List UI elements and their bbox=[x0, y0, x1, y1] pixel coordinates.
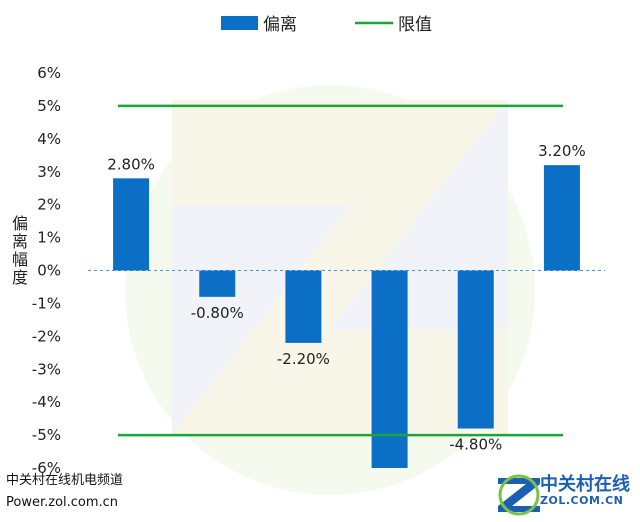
y-tick-label: -3% bbox=[32, 360, 61, 378]
bar bbox=[371, 270, 408, 468]
y-tick-label: 4% bbox=[37, 130, 61, 148]
watermark-right: 中关村在线 ZOL.COM.CN bbox=[496, 470, 630, 510]
bar bbox=[285, 270, 322, 343]
limit-lines-group bbox=[118, 104, 563, 437]
y-tick-label: -2% bbox=[32, 327, 61, 345]
y-tick-label: 5% bbox=[37, 97, 61, 115]
legend-line-label: 限值 bbox=[398, 15, 432, 35]
bar bbox=[543, 165, 580, 271]
y-axis-ticks: 6% 5% 4% 3% 2% 1% 0% -1% -2% -3% -4% -5% -6% bbox=[32, 64, 61, 477]
y-axis-label: 偏离幅度 bbox=[9, 215, 28, 287]
data-label: -2.20% bbox=[277, 350, 330, 368]
bar bbox=[113, 178, 150, 271]
data-labels-group: 2.80% -0.80% -2.20% -4.80% 3.20% bbox=[107, 142, 585, 453]
background-watermark bbox=[125, 85, 535, 495]
bar bbox=[457, 270, 494, 429]
y-tick-label: -6% bbox=[32, 459, 61, 477]
y-tick-label: 3% bbox=[37, 163, 61, 181]
watermark-left-line1: 中关村在线机电频道 bbox=[6, 473, 124, 488]
y-tick-label: -5% bbox=[32, 426, 61, 444]
bar bbox=[199, 270, 236, 297]
y-tick-label: 2% bbox=[37, 196, 61, 214]
data-label: -4.80% bbox=[449, 436, 502, 454]
bars-group bbox=[113, 165, 580, 468]
watermark-left: 中关村在线机电频道 Power.zol.com.cn bbox=[6, 470, 123, 514]
legend-bar-label: 偏离 bbox=[263, 15, 297, 35]
data-label: 2.80% bbox=[107, 155, 155, 173]
legend: 偏离 限值 bbox=[221, 15, 432, 35]
watermark-left-line2: Power.zol.com.cn bbox=[6, 495, 119, 510]
data-label: -0.80% bbox=[191, 304, 244, 322]
zol-logo-icon bbox=[498, 474, 540, 516]
y-tick-label: 6% bbox=[37, 64, 61, 82]
y-tick-label: 0% bbox=[37, 262, 61, 280]
y-tick-label: -1% bbox=[32, 294, 61, 312]
legend-bar-swatch bbox=[221, 16, 258, 30]
watermark-right-en: ZOL.COM.CN bbox=[540, 494, 624, 507]
data-label: 3.20% bbox=[538, 142, 586, 160]
y-tick-label: 1% bbox=[37, 229, 61, 247]
y-tick-label: -4% bbox=[32, 393, 61, 411]
watermark-right-cn: 中关村在线 bbox=[540, 474, 630, 495]
